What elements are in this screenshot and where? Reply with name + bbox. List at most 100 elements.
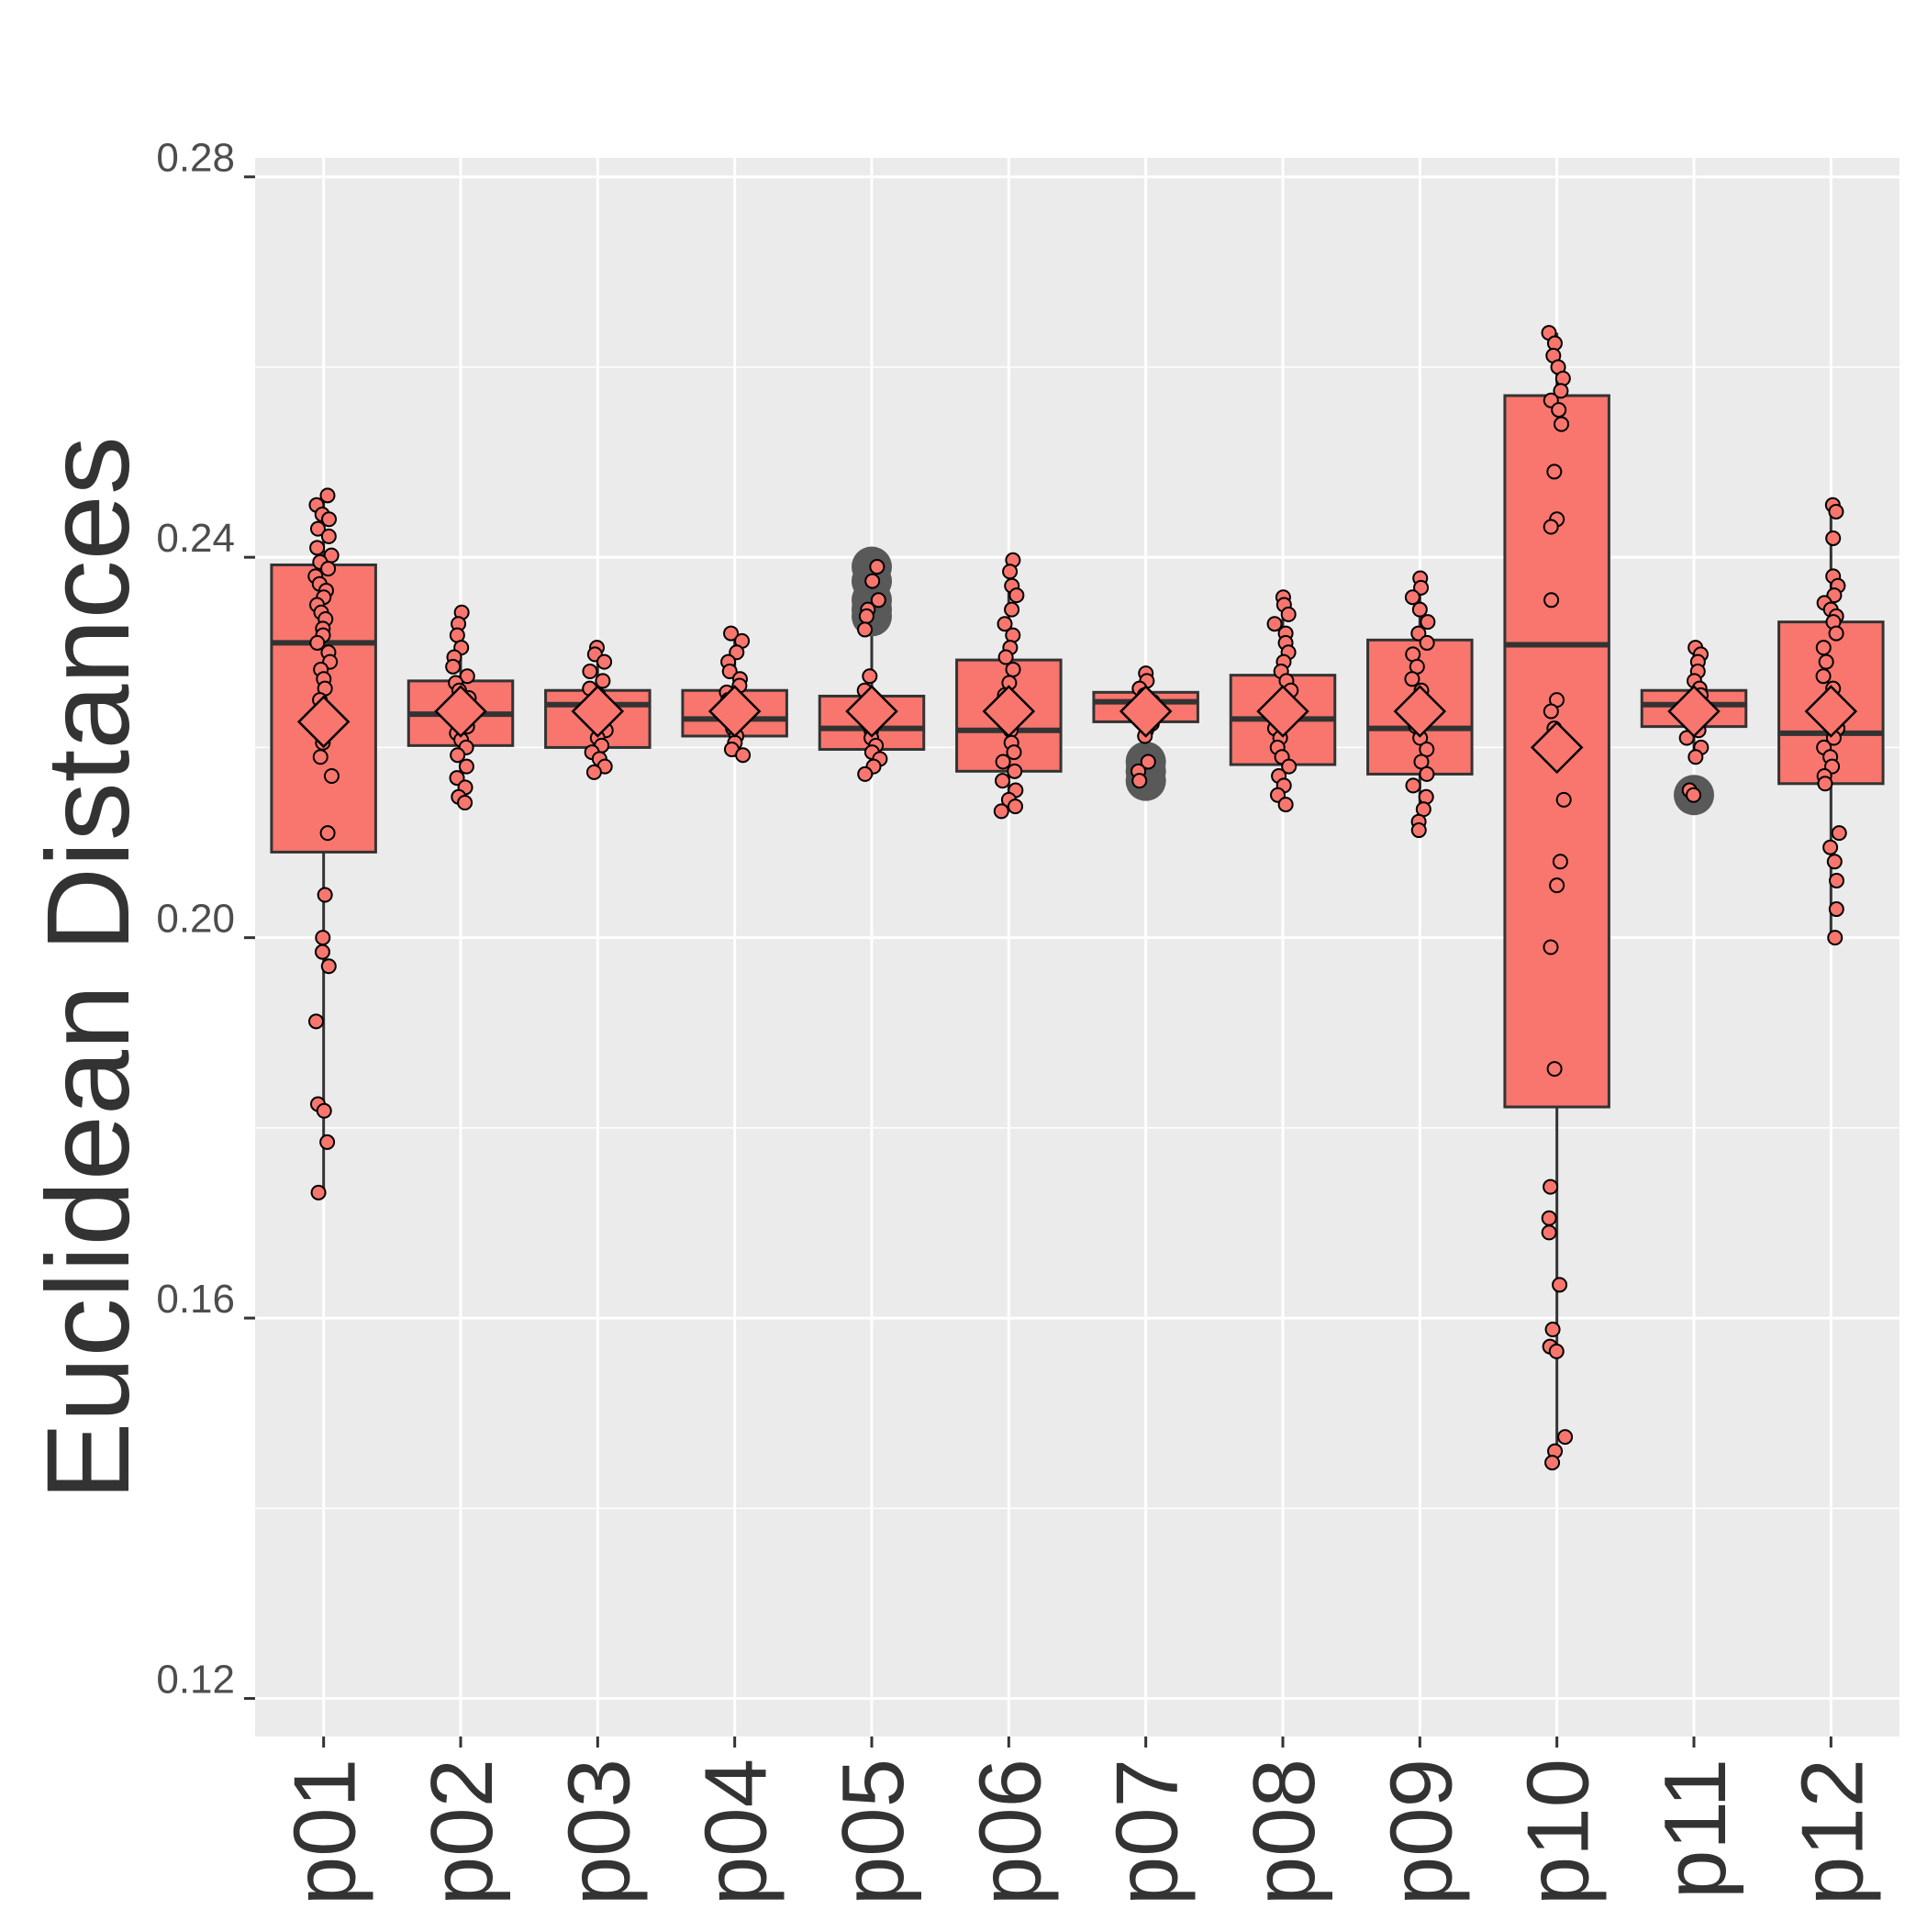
y-tick-label: 0.16: [156, 1277, 235, 1322]
data-point: [1007, 798, 1023, 815]
data-point: [1411, 601, 1428, 618]
box-group: [1640, 640, 1748, 816]
data-point: [995, 754, 1011, 770]
x-tick-label: p04: [687, 1759, 785, 1905]
data-point: [1543, 519, 1559, 535]
data-point: [1828, 901, 1844, 918]
x-tick-label: p05: [824, 1759, 922, 1905]
data-point: [862, 668, 878, 685]
data-point: [1828, 503, 1844, 519]
data-point: [319, 825, 336, 842]
data-point: [319, 1134, 336, 1150]
data-point: [1553, 383, 1569, 399]
data-point: [1281, 758, 1298, 775]
y-tick-label: 0.28: [156, 136, 235, 181]
data-point: [321, 511, 338, 528]
data-point: [1826, 854, 1843, 870]
data-point: [309, 634, 326, 651]
data-point: [735, 747, 752, 764]
data-point: [1815, 640, 1832, 656]
box-group: [818, 546, 926, 782]
y-axis-label: Euclidean Distances: [23, 436, 154, 1501]
data-point: [857, 621, 874, 638]
data-point: [1825, 530, 1842, 546]
box-group: [270, 487, 377, 1201]
data-point: [723, 625, 740, 642]
data-point: [1551, 402, 1567, 419]
data-point: [1831, 825, 1847, 842]
data-point: [1543, 703, 1559, 720]
box-group: [1229, 589, 1337, 813]
data-point: [445, 658, 462, 675]
x-tick-label: p10: [1509, 1759, 1608, 1905]
data-point: [1266, 616, 1283, 632]
data-point: [320, 958, 337, 975]
data-point: [1543, 939, 1559, 955]
data-point: [1555, 791, 1572, 808]
data-point: [1552, 854, 1568, 870]
x-tick-label: p06: [961, 1759, 1059, 1905]
boxes: [270, 325, 1885, 1471]
y-tick-label: 0.20: [156, 897, 235, 942]
data-point: [1541, 1224, 1557, 1241]
box-group: [955, 552, 1063, 820]
box-group: [407, 604, 515, 811]
data-point: [1131, 773, 1148, 789]
box-group: [544, 640, 652, 780]
data-point: [1404, 671, 1420, 687]
mean-marker: [571, 685, 625, 738]
data-point: [1548, 1343, 1565, 1359]
box-group: [1092, 665, 1199, 801]
data-point: [993, 803, 1009, 820]
data-point: [1544, 1455, 1561, 1471]
data-point: [1829, 872, 1845, 888]
data-point: [1557, 1429, 1574, 1446]
data-point: [1541, 1210, 1557, 1226]
grid-major: [255, 158, 1899, 1737]
data-point: [1005, 627, 1021, 643]
data-point: [1828, 625, 1844, 642]
data-point: [1410, 822, 1427, 839]
data-point: [1418, 788, 1434, 805]
box-group: [1777, 497, 1885, 946]
data-point: [857, 765, 874, 782]
data-point: [1688, 749, 1704, 765]
data-point: [1686, 787, 1702, 803]
data-point: [585, 764, 602, 780]
data-point: [308, 1013, 325, 1030]
data-point: [596, 653, 613, 670]
x-tick-label: p12: [1783, 1759, 1881, 1905]
grid-minor: [255, 366, 1899, 1510]
mean-marker: [982, 685, 1036, 738]
x-tick-label: p08: [1235, 1759, 1333, 1905]
data-point: [1817, 776, 1833, 792]
data-point: [995, 773, 1011, 789]
data-point: [1277, 797, 1294, 813]
x-tick-label: p01: [276, 1759, 374, 1905]
x-tick-label: p11: [1646, 1759, 1744, 1899]
data-point: [314, 944, 330, 960]
data-point: [869, 559, 886, 575]
data-point: [595, 673, 611, 689]
data-point: [1678, 730, 1695, 746]
data-point: [1549, 877, 1565, 894]
data-point: [870, 592, 886, 609]
y-axis: 0.12 0.16 0.20 0.24 0.28: [156, 136, 255, 1703]
data-point: [1004, 601, 1020, 618]
data-point: [1546, 463, 1563, 480]
data-point: [582, 664, 598, 680]
box-group: [681, 625, 788, 764]
data-point: [1818, 653, 1834, 670]
data-point: [858, 608, 874, 624]
data-point: [1405, 777, 1421, 794]
data-point: [1006, 744, 1022, 761]
mean-marker: [1256, 685, 1309, 738]
data-point: [1410, 625, 1427, 642]
data-point: [997, 649, 1014, 665]
mean-marker: [1804, 685, 1858, 738]
data-point: [997, 616, 1013, 632]
data-point: [1815, 668, 1832, 685]
data-point: [310, 1184, 327, 1201]
